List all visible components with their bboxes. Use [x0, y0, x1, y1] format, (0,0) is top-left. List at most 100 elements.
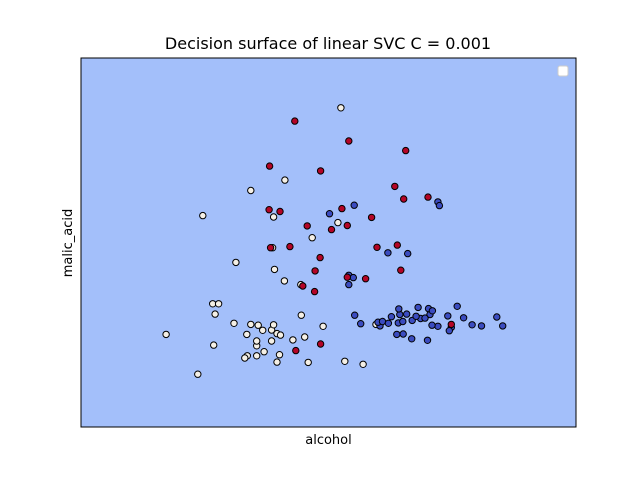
scatter-point [337, 104, 345, 112]
scatter-point [199, 211, 207, 220]
scatter-point [275, 351, 284, 359]
scatter-point [247, 186, 255, 195]
scatter-point [345, 137, 353, 145]
scatter-point [445, 327, 453, 335]
x-axis-label: alcohol [305, 433, 351, 448]
scatter-point [400, 195, 408, 203]
scatter-point [423, 336, 432, 344]
scatter-point [444, 312, 452, 320]
legend-box [557, 65, 569, 77]
scatter-point [327, 225, 336, 234]
scatter-point [435, 201, 444, 210]
scatter-point [286, 242, 294, 251]
scatter-point [447, 320, 455, 329]
scatter-point [259, 326, 267, 334]
scatter-point [428, 321, 436, 329]
scatter-point [311, 267, 319, 275]
scatter-point [260, 348, 268, 356]
scatter-point [393, 241, 401, 249]
scatter-point [162, 330, 170, 339]
scatter-point [404, 249, 412, 258]
scatter-point [230, 319, 238, 327]
scatter-point [194, 370, 202, 378]
scatter-point [350, 201, 358, 209]
scatter-point [297, 311, 305, 319]
scatter-point [316, 167, 325, 175]
scatter-point [310, 287, 319, 296]
scatter-point [395, 305, 403, 313]
scatter-point [269, 321, 278, 329]
scatter-point [349, 273, 357, 282]
chart-title: Decision surface of linear SVC C = 0.001 [165, 34, 491, 53]
scatter-point [241, 354, 249, 362]
scatter-point [459, 314, 468, 322]
scatter-point [384, 319, 393, 327]
scatter-point [273, 358, 281, 366]
scatter-point [397, 266, 405, 274]
scatter-point [384, 249, 392, 257]
scatter-point [351, 311, 359, 319]
scatter-point [247, 320, 255, 329]
scatter-point [270, 265, 279, 274]
scatter-point [276, 331, 285, 339]
plot-area [80, 57, 577, 428]
scatter-point [334, 218, 342, 227]
scatter-point [232, 258, 240, 267]
scatter-point [414, 303, 422, 312]
scatter-point [345, 280, 353, 289]
scatter-point [266, 244, 275, 252]
scatter-point [399, 330, 407, 338]
scatter-point [299, 282, 307, 290]
scatter-point [428, 307, 437, 315]
scatter-point [421, 314, 429, 322]
scatter-point [316, 253, 324, 262]
scatter-point [367, 213, 376, 222]
scatter-point [291, 117, 299, 125]
scatter-point [343, 273, 351, 281]
scatter-point [265, 162, 274, 170]
scatter-point [243, 330, 251, 339]
scatter-point [399, 317, 407, 326]
scatter-point [316, 340, 325, 348]
scatter-point [308, 234, 316, 242]
scatter-point [468, 321, 476, 329]
scatter-point [276, 207, 284, 216]
scatter-point [343, 221, 351, 230]
scatter-point [301, 333, 309, 341]
scatter-point [304, 358, 312, 367]
scatter-point [338, 204, 346, 213]
scatter-point [253, 352, 261, 360]
scatter-point [253, 337, 261, 345]
scatter-point [393, 330, 401, 339]
scatter-point [408, 335, 416, 343]
scatter-point [373, 243, 381, 252]
scatter-point [359, 360, 367, 368]
scatter-point [269, 213, 278, 221]
scatter-points [162, 104, 507, 378]
y-axis-label: malic_acid [61, 209, 76, 277]
scatter-point [267, 337, 276, 345]
scatter-point [391, 182, 399, 191]
scatter-point [254, 321, 262, 329]
scatter-point [280, 277, 289, 285]
scatter-point [424, 193, 432, 201]
scatter-point [292, 346, 300, 355]
scatter-point [303, 222, 311, 230]
scatter-point [387, 313, 396, 321]
scatter-point [453, 302, 461, 310]
scatter-point [211, 310, 219, 318]
scatter-point [434, 322, 442, 330]
scatter-point [265, 206, 273, 214]
scatter-point [412, 312, 420, 320]
scatter-point [499, 322, 507, 330]
scatter-point [493, 313, 501, 321]
scatter-point [325, 210, 334, 218]
scatter-point [210, 341, 218, 349]
scatter-point [319, 322, 327, 330]
scatter-point [214, 300, 223, 308]
scatter-point [289, 336, 297, 344]
scatter-point [402, 146, 410, 155]
scatter-point [341, 357, 349, 365]
scatter-point [403, 310, 411, 318]
